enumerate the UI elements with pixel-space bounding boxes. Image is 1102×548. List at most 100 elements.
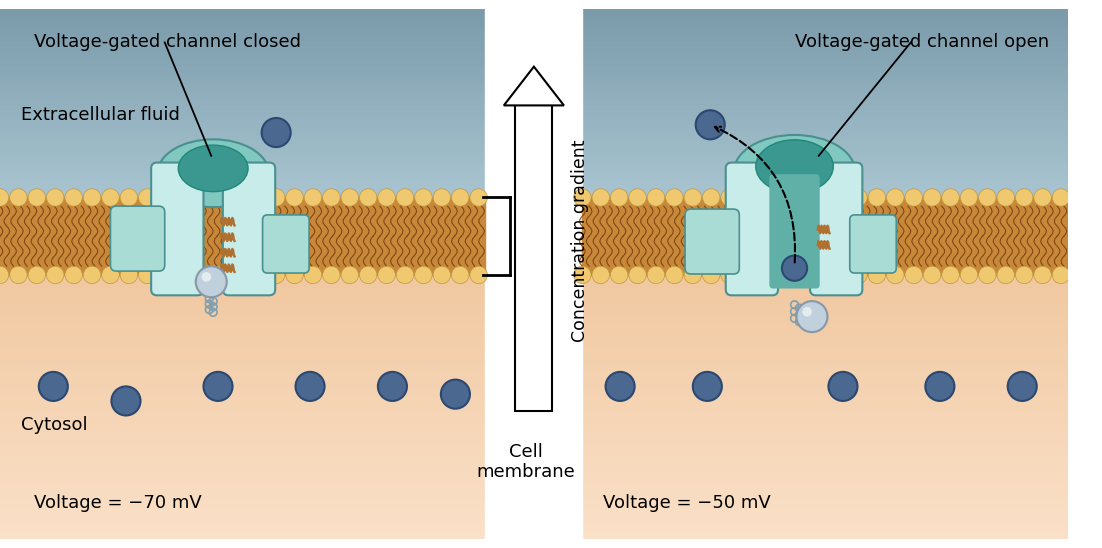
Circle shape [359, 266, 377, 284]
Bar [0, 496, 486, 500]
Bar [0, 512, 486, 516]
Circle shape [739, 189, 757, 206]
Bar [0, 48, 486, 51]
Bar [582, 370, 1068, 374]
Bar [582, 22, 1068, 25]
Bar [582, 133, 1068, 136]
Text: Cell
membrane: Cell membrane [477, 443, 575, 481]
Circle shape [629, 189, 646, 206]
Bar [582, 29, 1068, 32]
Bar [582, 93, 1068, 96]
Bar [582, 178, 1068, 181]
Bar [582, 70, 1068, 72]
Bar [0, 278, 486, 282]
Circle shape [230, 189, 248, 206]
Bar [582, 84, 1068, 87]
Bar [582, 473, 1068, 477]
Ellipse shape [734, 135, 855, 208]
Circle shape [695, 110, 725, 139]
Circle shape [397, 189, 413, 206]
Circle shape [441, 380, 469, 409]
Circle shape [574, 266, 591, 284]
Bar [582, 334, 1068, 338]
Bar [582, 453, 1068, 457]
Bar [582, 20, 1068, 22]
Bar [0, 8, 486, 11]
FancyBboxPatch shape [262, 215, 309, 273]
Circle shape [378, 372, 407, 401]
Bar [0, 533, 486, 536]
Text: Voltage = −70 mV: Voltage = −70 mV [34, 494, 202, 512]
Bar [582, 157, 1068, 159]
Bar [582, 169, 1068, 172]
Bar [582, 357, 1068, 361]
Bar [582, 41, 1068, 44]
Circle shape [1007, 372, 1037, 401]
Bar [0, 304, 486, 308]
Circle shape [46, 266, 64, 284]
Circle shape [905, 189, 922, 206]
Circle shape [739, 266, 757, 284]
Bar [582, 46, 1068, 49]
Circle shape [230, 266, 248, 284]
Bar [582, 433, 1068, 437]
Bar [582, 122, 1068, 124]
Bar [0, 187, 486, 190]
Bar [582, 443, 1068, 447]
Circle shape [28, 189, 45, 206]
Bar [0, 81, 486, 84]
Bar [0, 324, 486, 328]
Bar [582, 90, 1068, 94]
Bar [0, 159, 486, 162]
Bar [0, 447, 486, 450]
Bar [582, 493, 1068, 496]
Bar [582, 330, 1068, 334]
Bar [582, 53, 1068, 56]
Bar [582, 324, 1068, 328]
Bar [582, 311, 1068, 315]
Circle shape [684, 266, 702, 284]
Bar [582, 522, 1068, 526]
Bar [582, 321, 1068, 324]
Bar [582, 509, 1068, 513]
Bar [0, 105, 486, 108]
Circle shape [359, 189, 377, 206]
Circle shape [802, 307, 812, 317]
Bar [582, 190, 1068, 193]
Bar [0, 190, 486, 193]
Bar [582, 164, 1068, 167]
Bar [582, 526, 1068, 529]
Bar [582, 152, 1068, 155]
Bar [582, 192, 1068, 195]
Circle shape [606, 372, 635, 401]
Bar [0, 122, 486, 124]
Bar [0, 150, 486, 152]
Bar [0, 112, 486, 115]
Bar [0, 178, 486, 181]
Bar [0, 493, 486, 496]
Bar [582, 393, 1068, 397]
Bar [0, 430, 486, 433]
Bar [0, 100, 486, 103]
Circle shape [887, 189, 904, 206]
Bar [582, 128, 1068, 132]
Circle shape [196, 266, 227, 297]
Circle shape [10, 266, 28, 284]
Bar [0, 46, 486, 49]
Bar [0, 10, 486, 13]
Circle shape [868, 266, 886, 284]
Circle shape [202, 272, 212, 282]
Circle shape [304, 189, 322, 206]
Bar [0, 301, 486, 305]
Circle shape [194, 266, 212, 284]
Bar [582, 105, 1068, 108]
Bar [0, 400, 486, 404]
Bar [582, 147, 1068, 150]
Bar [486, 9, 582, 539]
Bar [0, 503, 486, 506]
Bar [0, 41, 486, 44]
Bar [0, 506, 486, 510]
Bar [582, 278, 1068, 282]
Bar [0, 39, 486, 42]
Bar [0, 169, 486, 172]
